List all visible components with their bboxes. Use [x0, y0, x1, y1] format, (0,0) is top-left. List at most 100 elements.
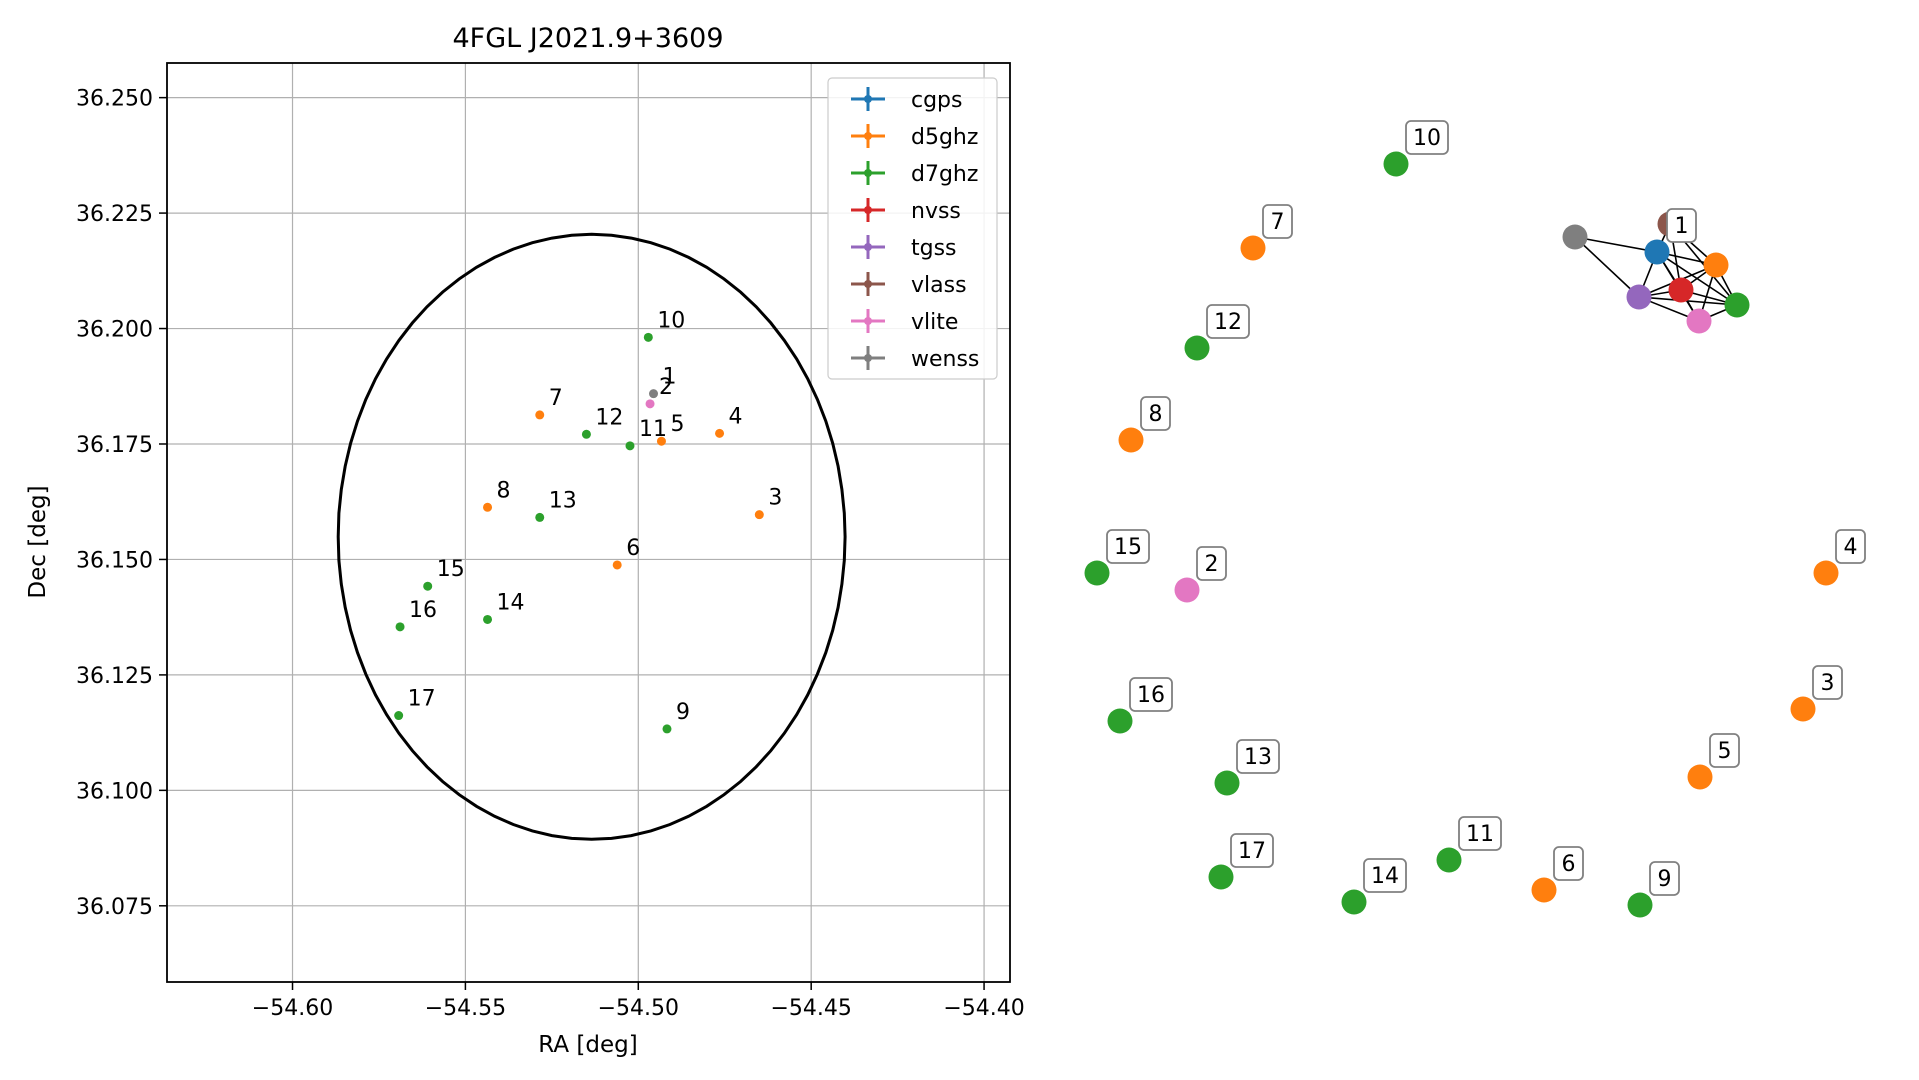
data-point-d5ghz: [535, 410, 545, 420]
node-label-box: [1458, 816, 1502, 851]
point-label: 5: [670, 412, 684, 437]
legend-label-wenss: wenss: [911, 347, 979, 372]
node-label-box: [1140, 396, 1171, 431]
data-point-d7ghz: [535, 512, 545, 522]
node-label: 4: [1844, 535, 1858, 560]
node-label-box: [1230, 833, 1274, 868]
node-label: 11: [1466, 822, 1494, 847]
network-edge: [1574, 236, 1658, 253]
point-label: 15: [437, 557, 465, 582]
legend-marker: [864, 243, 872, 251]
node-label-box: [1553, 846, 1584, 881]
point-label: 10: [657, 308, 685, 333]
point-label: 6: [626, 536, 640, 561]
node-label: 5: [1718, 739, 1732, 764]
legend-label-vlass: vlass: [911, 273, 967, 298]
legend-label-d5ghz: d5ghz: [911, 125, 978, 150]
point-label: 11: [639, 417, 667, 442]
point-label: 7: [549, 386, 563, 411]
legend-label-cgps: cgps: [911, 88, 963, 113]
network-node: [1383, 151, 1409, 177]
data-point-d7ghz: [581, 429, 591, 439]
network-node: [1668, 277, 1694, 303]
network-node: [1084, 560, 1110, 586]
node-label-box: [1206, 304, 1250, 339]
data-point-d7ghz: [423, 581, 433, 591]
data-point-d5ghz: [483, 502, 493, 512]
network-node: [1790, 696, 1816, 722]
y-tick-label: 36.100: [76, 779, 153, 804]
node-label-box: [1812, 665, 1843, 700]
node-label-box: [1236, 739, 1280, 774]
node-label-box: [1363, 858, 1407, 893]
point-label: 3: [768, 486, 782, 511]
node-label: 12: [1214, 310, 1242, 335]
data-point-wenss: [649, 389, 659, 399]
network-node: [1687, 764, 1713, 790]
y-axis-label: Dec [deg]: [25, 485, 51, 598]
node-label: 6: [1562, 852, 1576, 877]
network-panel: 1 10 7 12 8 15 2 4 3 16 5 13 11 17 6 14 9: [1084, 120, 1866, 918]
y-axis-ticks: 36.075 36.100 36.125 36.150 36.175 36.200 36.2…: [76, 87, 167, 920]
network-node: [1703, 252, 1729, 278]
point-label: 8: [497, 478, 511, 503]
y-tick-label: 36.125: [76, 664, 153, 689]
node-label-box: [1262, 204, 1293, 239]
network-node: [1531, 877, 1557, 903]
network-node: [1436, 847, 1462, 873]
network-node: [1214, 770, 1240, 796]
legend-entries: cgps d5ghz d7ghz nvss tgss vlass vlite wenss: [851, 87, 979, 372]
legend-marker: [864, 169, 872, 177]
legend: cgps d5ghz d7ghz nvss tgss vlass vlite wenss: [827, 77, 998, 380]
network-node: [1626, 284, 1652, 310]
legend-label-vlite: vlite: [911, 310, 958, 335]
legend-box: [827, 77, 998, 380]
network-node: [1174, 577, 1200, 603]
node-label: 8: [1149, 402, 1163, 427]
point-label: 9: [676, 700, 690, 725]
node-label-box: [1106, 529, 1150, 564]
error-ellipse: [336, 232, 847, 841]
plot-frame: [166, 62, 1011, 983]
node-label: 17: [1238, 839, 1266, 864]
legend-label-d7ghz: d7ghz: [911, 162, 978, 187]
network-node: [1341, 889, 1367, 915]
y-tick-label: 36.075: [76, 895, 153, 920]
y-tick-label: 36.250: [76, 87, 153, 112]
node-label-box: [1649, 861, 1680, 896]
network-node: [1240, 235, 1266, 261]
legend-marker: [864, 354, 872, 362]
network-node: [1644, 239, 1670, 265]
network-node: [1107, 708, 1133, 734]
legend-marker: [864, 317, 872, 325]
data-point-d5ghz: [715, 428, 725, 438]
data-point-d7ghz: [394, 711, 404, 721]
network-node: [1813, 560, 1839, 586]
node-label: 13: [1244, 745, 1272, 770]
x-axis-label: RA [deg]: [538, 1032, 637, 1058]
node-label: 16: [1137, 683, 1165, 708]
node-label: 2: [1205, 552, 1219, 577]
node-label: 14: [1371, 864, 1399, 889]
data-point-d7ghz: [643, 332, 653, 342]
data-point-d7ghz: [625, 441, 635, 451]
point-label: 12: [595, 405, 623, 430]
node-label-box: [1709, 733, 1740, 768]
node-label-box: [1835, 529, 1866, 564]
network-node: [1627, 892, 1653, 918]
node-label-box: [1405, 120, 1449, 155]
y-tick-label: 36.175: [76, 433, 153, 458]
network-edge: [1574, 236, 1640, 298]
node-label: 15: [1114, 535, 1142, 560]
y-tick-label: 36.225: [76, 202, 153, 227]
point-label: 17: [408, 687, 436, 712]
network-node: [1562, 224, 1588, 250]
data-point-d7ghz: [483, 614, 493, 624]
data-point-d5ghz: [656, 436, 666, 446]
node-label: 9: [1658, 867, 1672, 892]
node-label-box: [1129, 677, 1173, 712]
node-label-box: [1196, 546, 1227, 581]
x-tick-label: −54.60: [252, 996, 333, 1021]
